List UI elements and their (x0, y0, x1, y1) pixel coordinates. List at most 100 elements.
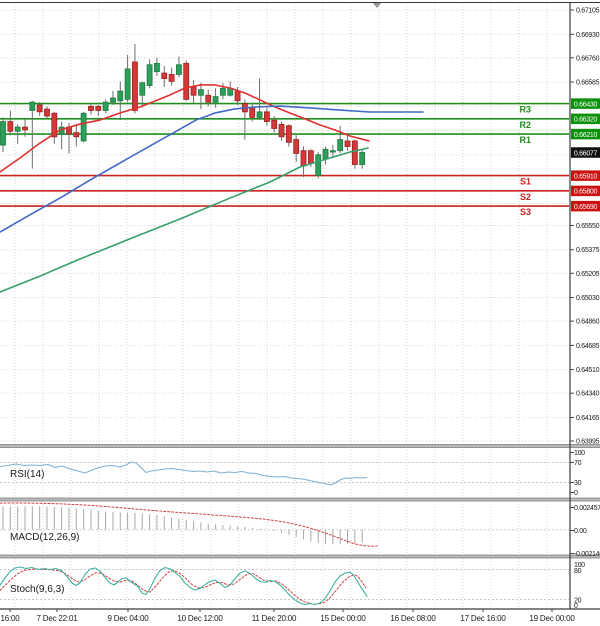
candle-bullish (102, 101, 109, 111)
candle-bullish (110, 97, 116, 103)
stoch-scale-label: 20 (574, 598, 582, 605)
time-axis-label: 11 Dec 20:00 (252, 614, 297, 623)
price-tick-label: 0.65030 (576, 295, 600, 302)
pivot-label-r1: R1 (519, 135, 531, 145)
panel-separators[interactable] (0, 2, 600, 610)
rsi-line (0, 461, 368, 486)
time-axis[interactable]: 16:00 7 Dec 22:01 9 Dec 04:00 10 Dec 12:00 1… (0, 609, 576, 623)
rsi-panel[interactable] (0, 461, 368, 486)
candle-bullish (359, 152, 366, 165)
current-price-badge: 0.66077 (574, 150, 598, 157)
pivot-price-badge-r3-bg (571, 98, 600, 109)
candle-bullish (146, 64, 153, 86)
pivot-label-s1: S1 (520, 177, 531, 187)
pivot-price-badge-s1: 0.65910 (574, 173, 598, 180)
candle-bearish (88, 105, 94, 111)
pivot-price-badge-s2: 0.65800 (574, 189, 598, 196)
pivot-label-s2: S2 (520, 192, 531, 202)
current-price-badge-bg (571, 147, 600, 158)
main-price-panel[interactable]: R3 R2 R1 S1 S2 S3 (0, 2, 569, 293)
price-tick-label: 0.64165 (576, 415, 600, 422)
candle-bearish (183, 62, 190, 100)
candle-bearish (161, 72, 168, 79)
price-axis[interactable]: 0.67105 0.66930 0.66760 0.66585 0.65550 0.653… (569, 2, 600, 611)
pivot-price-badge-r1-bg (571, 128, 600, 140)
pivot-price-badge-r2-bg (571, 113, 600, 125)
rsi-scale-label: 30 (574, 480, 582, 487)
rsi-scale-label: 0 (574, 490, 578, 497)
candle-bullish (176, 64, 182, 75)
price-tick-label: 0.65375 (576, 247, 600, 254)
price-tick-label: 0.65550 (576, 223, 600, 230)
rsi-scale-label: 70 (574, 460, 582, 467)
candle-bullish (219, 87, 226, 96)
price-tick-label: 0.67105 (576, 8, 600, 15)
panel-separator (0, 498, 600, 501)
candle-bearish (51, 112, 58, 138)
candle-bullish (0, 121, 6, 146)
stoch-scale-label: 100 (574, 562, 585, 569)
stochastic-panel[interactable] (0, 566, 368, 606)
macd-panel[interactable] (0, 502, 378, 547)
candle-bearish (95, 105, 102, 111)
time-axis-label: 15 Dec 00:00 (320, 614, 366, 623)
pivot-price-badge-r2: 0.66320 (574, 117, 598, 124)
pivot-price-badge-s3: 0.65690 (574, 204, 598, 211)
pivot-price-badge-r1: 0.66210 (574, 132, 598, 139)
time-axis-label: 19 Dec 00:00 (529, 614, 575, 623)
ma-green-line (0, 147, 369, 293)
candle-bearish (234, 90, 241, 102)
candle-bullish (329, 150, 336, 153)
ma-red-line (0, 84, 370, 173)
candle-bearish (73, 132, 80, 138)
macd-scale-label: 0.002457 (574, 505, 600, 512)
time-axis-label: 16 Dec 08:00 (390, 614, 436, 623)
candle-bearish (278, 123, 285, 138)
price-tick-label: 0.66585 (576, 80, 600, 87)
candle-bearish (190, 86, 197, 96)
candle-bullish (124, 68, 131, 100)
candle-bullish (256, 111, 263, 118)
stoch-scale-label: 0 (574, 603, 578, 610)
time-axis-label: 17 Dec 16:00 (460, 614, 506, 623)
macd-scale-label: -0.002146 (574, 551, 600, 558)
scroll-marker-icon (372, 2, 382, 8)
price-tick-label: 0.64510 (576, 367, 600, 374)
candle-bearish (44, 108, 50, 117)
price-tick-label: 0.64685 (576, 343, 600, 350)
candle-bearish (351, 140, 358, 165)
candle-bearish (344, 140, 351, 147)
rsi-scale-label: 100 (574, 450, 585, 457)
candle-bullish (117, 90, 124, 102)
stoch-scale-label: 80 (574, 568, 582, 575)
price-tick-label: 0.65205 (576, 271, 600, 278)
stoch-d-line (0, 568, 367, 605)
pivot-price-badge-s2-bg (571, 185, 600, 197)
macd-signal-line (0, 502, 378, 547)
price-tick-label: 0.63995 (576, 438, 600, 445)
price-tick-label: 0.66760 (576, 55, 600, 62)
macd-indicator-label: MACD(12,26,9) (10, 532, 79, 543)
pivot-price-badge-s3-bg (571, 200, 600, 212)
price-tick-label: 0.64860 (576, 319, 600, 326)
candle-bearish (168, 74, 175, 82)
candle-bullish (198, 89, 204, 96)
candle-bearish (22, 126, 28, 131)
price-tick-label: 0.64340 (576, 391, 600, 398)
candle-bullish (154, 62, 160, 73)
candle-bullish (212, 96, 219, 103)
pivot-label-r2: R2 (519, 120, 531, 130)
candle-bearish (300, 150, 307, 167)
candle-bullish (139, 82, 146, 96)
stochastic-indicator-label: Stoch(9,6,3) (10, 584, 64, 595)
rsi-indicator-label: RSI(14) (10, 469, 44, 480)
candle-bearish (36, 104, 43, 113)
stoch-k-line (0, 566, 368, 606)
candle-bullish (315, 154, 322, 177)
ma-blue-line (0, 105, 424, 233)
candle-bearish (205, 94, 212, 103)
